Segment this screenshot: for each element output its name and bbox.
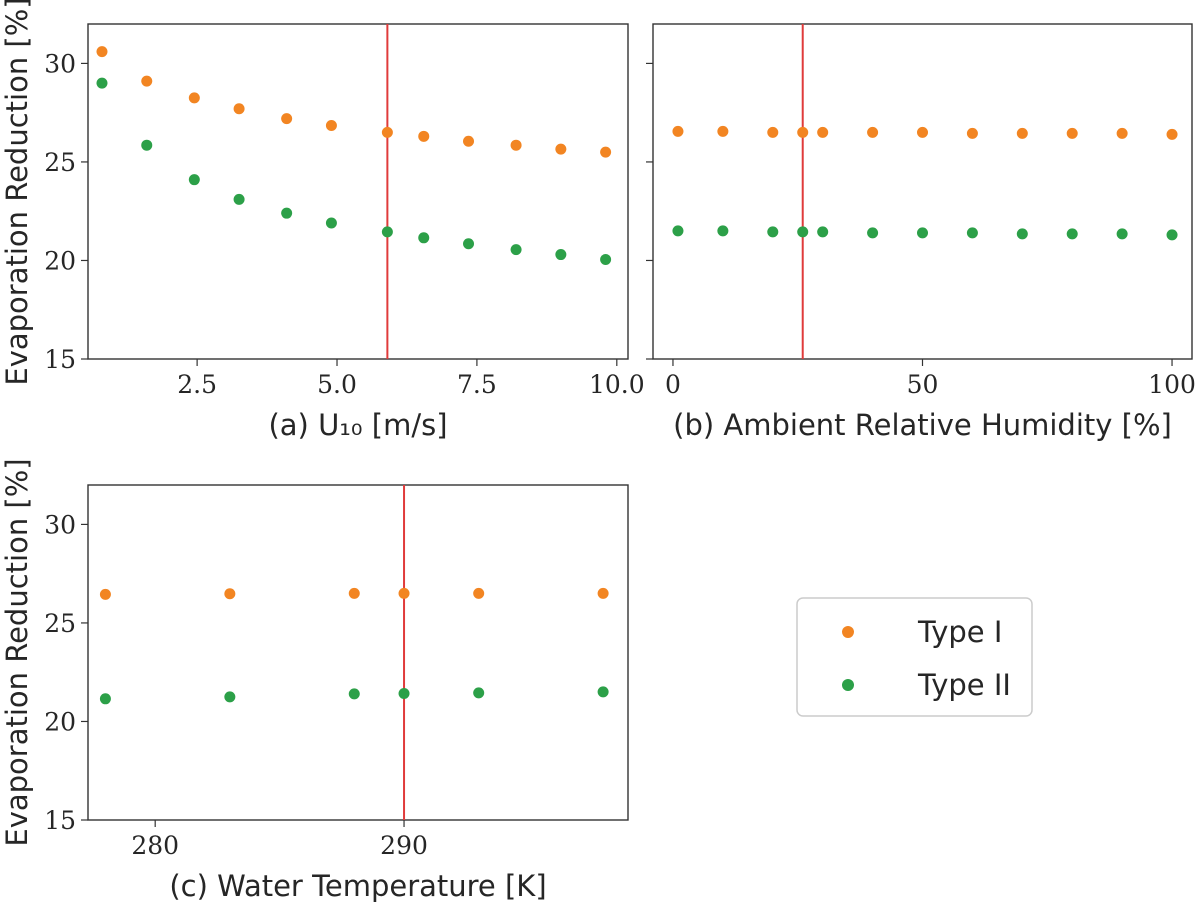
plot-frame-c	[87, 484, 629, 821]
point-b-type-i-2	[767, 126, 779, 138]
point-a-type-i-2	[188, 92, 200, 104]
legend-marker-type-ii	[842, 679, 854, 691]
point-c-type-i-2	[348, 587, 360, 599]
point-c-type-ii-1	[224, 691, 236, 703]
y-tick-label-c-1: 20	[44, 707, 76, 736]
point-c-type-i-0	[99, 588, 111, 600]
legend-marker-type-i	[842, 626, 854, 638]
y-tick-label-a-0: 15	[44, 345, 76, 374]
point-b-type-i-9	[1066, 127, 1078, 139]
point-a-type-ii-6	[381, 226, 393, 238]
x-axis-label-a: (a) U₁₀ [m/s]	[268, 408, 447, 442]
y-tick-label-c-0: 15	[44, 806, 76, 835]
point-a-type-ii-4	[281, 207, 293, 219]
x-tick-label-b-2: 100	[1148, 370, 1196, 399]
y-axis-label-c: Evaporation Reduction [%]	[0, 458, 34, 846]
y-tick-label-c-3: 30	[44, 510, 76, 539]
panel-c-water-temperature: 15 20 25 30 280 290 (c) Water Temperature [K] E…	[0, 458, 629, 903]
y-tick-label-a-2: 25	[44, 148, 76, 177]
x-tick-label-a-3: 10.0	[589, 370, 645, 399]
point-b-type-i-7	[966, 127, 978, 139]
x-tick-label-b-1: 50	[907, 370, 939, 399]
point-a-type-i-1	[141, 75, 153, 87]
point-b-type-i-1	[717, 125, 729, 137]
legend-frame	[796, 597, 1033, 717]
point-b-type-i-3	[797, 126, 809, 138]
point-a-type-ii-5	[325, 217, 337, 229]
point-a-type-ii-11	[600, 253, 612, 265]
point-b-type-ii-11	[1166, 229, 1178, 241]
point-b-type-ii-8	[1016, 228, 1028, 240]
x-tick-label-b-0: 0	[665, 370, 681, 399]
legend-label-type-i: Type I	[917, 615, 1002, 649]
point-b-type-ii-3	[797, 226, 809, 238]
point-b-type-i-10	[1116, 127, 1128, 139]
x-axis-label-c: (c) Water Temperature [K]	[169, 869, 546, 903]
point-a-type-i-3	[233, 103, 245, 115]
point-c-type-ii-3	[398, 687, 410, 699]
point-a-type-i-7	[418, 130, 430, 142]
y-tick-label-a-1: 20	[44, 246, 76, 275]
point-a-type-ii-1	[141, 139, 153, 151]
point-c-type-i-4	[473, 587, 485, 599]
x-tick-label-c-0: 280	[131, 831, 179, 860]
point-a-type-i-8	[463, 135, 475, 147]
point-a-type-i-11	[600, 146, 612, 158]
panel-b-relative-humidity: 0 50 100 (b) Ambient Relative Humidity [%]	[646, 23, 1196, 442]
panel-a-wind-speed: 15 20 25 30 2.5 5.0 7.5 10.0 (a) U₁₀ [m/s] Evapor…	[0, 0, 645, 442]
plot-frame-b	[652, 23, 1193, 360]
point-b-type-i-6	[917, 126, 928, 138]
point-c-type-ii-5	[597, 686, 609, 698]
point-c-type-i-3	[398, 587, 410, 599]
point-a-type-ii-8	[463, 238, 475, 250]
legend: Type I Type II	[796, 597, 1033, 717]
point-b-type-i-8	[1016, 127, 1028, 139]
point-b-type-i-5	[867, 126, 879, 138]
point-b-type-ii-9	[1066, 228, 1078, 240]
point-c-type-ii-2	[348, 688, 360, 700]
y-tick-label-a-3: 30	[44, 49, 76, 78]
point-b-type-ii-4	[817, 226, 829, 238]
point-b-type-ii-5	[867, 227, 879, 239]
point-b-type-ii-0	[672, 225, 684, 237]
y-axis-label-a: Evaporation Reduction [%]	[0, 0, 34, 386]
point-b-type-ii-1	[717, 225, 729, 237]
plot-frame-a	[87, 23, 629, 360]
point-a-type-i-6	[381, 126, 393, 138]
point-b-type-ii-10	[1116, 228, 1128, 240]
point-c-type-i-5	[597, 587, 609, 599]
point-a-type-ii-2	[188, 174, 200, 186]
x-tick-label-a-1: 5.0	[317, 370, 357, 399]
point-a-type-i-10	[555, 143, 567, 155]
y-tick-label-c-2: 25	[44, 609, 76, 638]
point-a-type-i-0	[96, 46, 108, 58]
point-c-type-ii-4	[473, 687, 485, 699]
x-axis-label-b: (b) Ambient Relative Humidity [%]	[673, 408, 1172, 442]
point-c-type-ii-0	[99, 693, 111, 705]
point-a-type-i-9	[510, 139, 522, 151]
point-a-type-ii-10	[555, 249, 567, 261]
point-a-type-ii-0	[96, 77, 108, 89]
point-b-type-i-0	[672, 125, 684, 137]
point-a-type-i-5	[325, 119, 337, 131]
x-tick-label-c-1: 290	[380, 831, 428, 860]
point-b-type-i-4	[817, 126, 829, 138]
point-a-type-ii-9	[510, 244, 522, 256]
point-a-type-ii-3	[233, 193, 245, 205]
point-a-type-ii-7	[418, 232, 430, 244]
point-b-type-i-11	[1166, 128, 1178, 140]
point-a-type-i-4	[281, 113, 293, 125]
point-b-type-ii-6	[917, 227, 928, 239]
point-b-type-ii-2	[767, 226, 779, 238]
x-tick-label-a-0: 2.5	[177, 370, 217, 399]
legend-label-type-ii: Type II	[917, 668, 1011, 702]
point-c-type-i-1	[224, 588, 236, 600]
point-b-type-ii-7	[966, 227, 978, 239]
x-tick-label-a-2: 7.5	[457, 370, 497, 399]
